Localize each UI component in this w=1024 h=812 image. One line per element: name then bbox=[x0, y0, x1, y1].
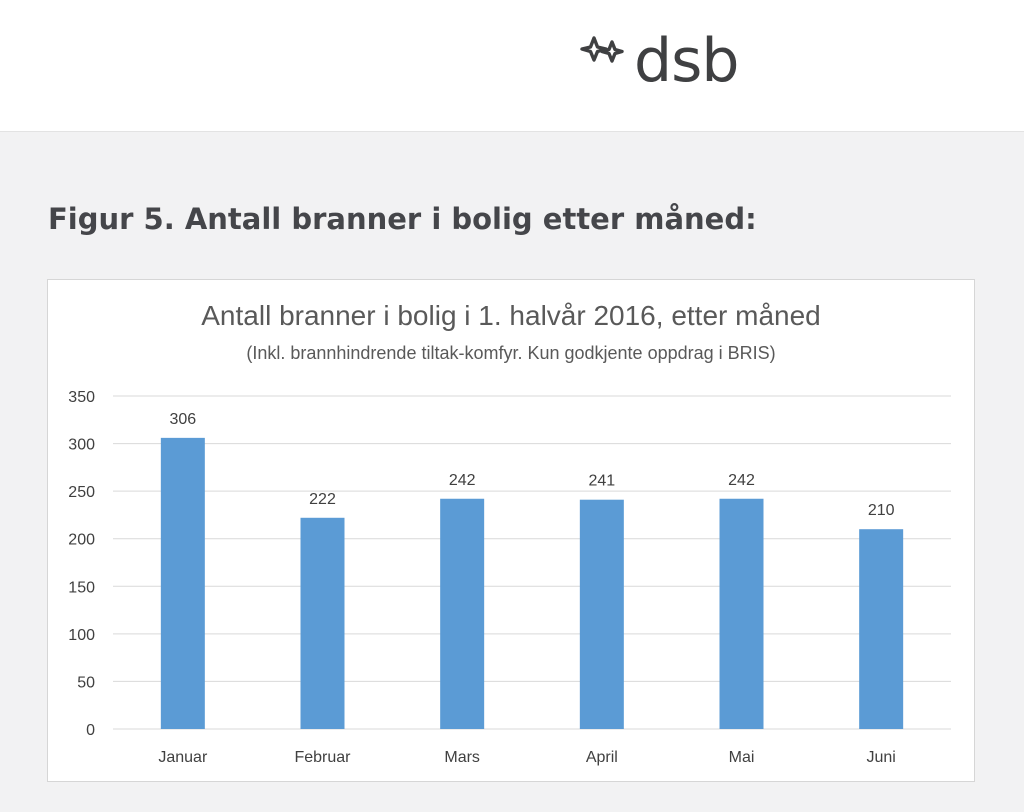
data-label: 241 bbox=[588, 473, 615, 490]
y-tick-label: 200 bbox=[68, 532, 95, 549]
site-header: dsb bbox=[0, 0, 1024, 132]
chart-subtitle: (Inkl. brannhindrende tiltak-komfyr. Kun… bbox=[246, 343, 776, 363]
data-label: 242 bbox=[728, 472, 755, 489]
x-tick-label: Mars bbox=[444, 749, 480, 766]
bar bbox=[859, 529, 904, 729]
x-tick-label: Januar bbox=[158, 749, 208, 766]
bar bbox=[160, 437, 205, 729]
chart-title: Antall branner i bolig i 1. halvår 2016,… bbox=[201, 300, 821, 331]
data-label: 242 bbox=[449, 472, 476, 489]
y-tick-label: 50 bbox=[77, 674, 95, 691]
x-tick-label: Mai bbox=[729, 749, 755, 766]
bar bbox=[719, 498, 764, 729]
data-label: 210 bbox=[868, 502, 895, 519]
y-tick-label: 150 bbox=[68, 579, 95, 596]
y-tick-label: 250 bbox=[68, 484, 95, 501]
figure-heading: Figur 5. Antall branner i bolig etter må… bbox=[48, 202, 757, 236]
dsb-star-logo-icon bbox=[580, 36, 624, 63]
logo-text: dsb bbox=[634, 26, 739, 96]
y-tick-label: 0 bbox=[86, 722, 95, 739]
bar bbox=[579, 499, 624, 729]
bar-chart: Antall branner i bolig i 1. halvår 2016,… bbox=[47, 279, 975, 782]
data-label: 222 bbox=[309, 491, 336, 508]
chart-plot-area: 0 50 100 150 200 250 300 350 306 Januar 222 Februar… bbox=[68, 389, 951, 766]
y-tick-label: 300 bbox=[68, 437, 95, 454]
y-tick-label: 100 bbox=[68, 627, 95, 644]
dsb-logo[interactable]: dsb bbox=[578, 26, 739, 96]
x-tick-label: April bbox=[586, 749, 618, 766]
bar bbox=[440, 498, 485, 729]
x-tick-label: Februar bbox=[294, 749, 351, 766]
y-tick-label: 350 bbox=[68, 389, 95, 406]
data-label: 306 bbox=[169, 411, 196, 428]
bar bbox=[300, 517, 345, 729]
x-tick-label: Juni bbox=[866, 749, 895, 766]
